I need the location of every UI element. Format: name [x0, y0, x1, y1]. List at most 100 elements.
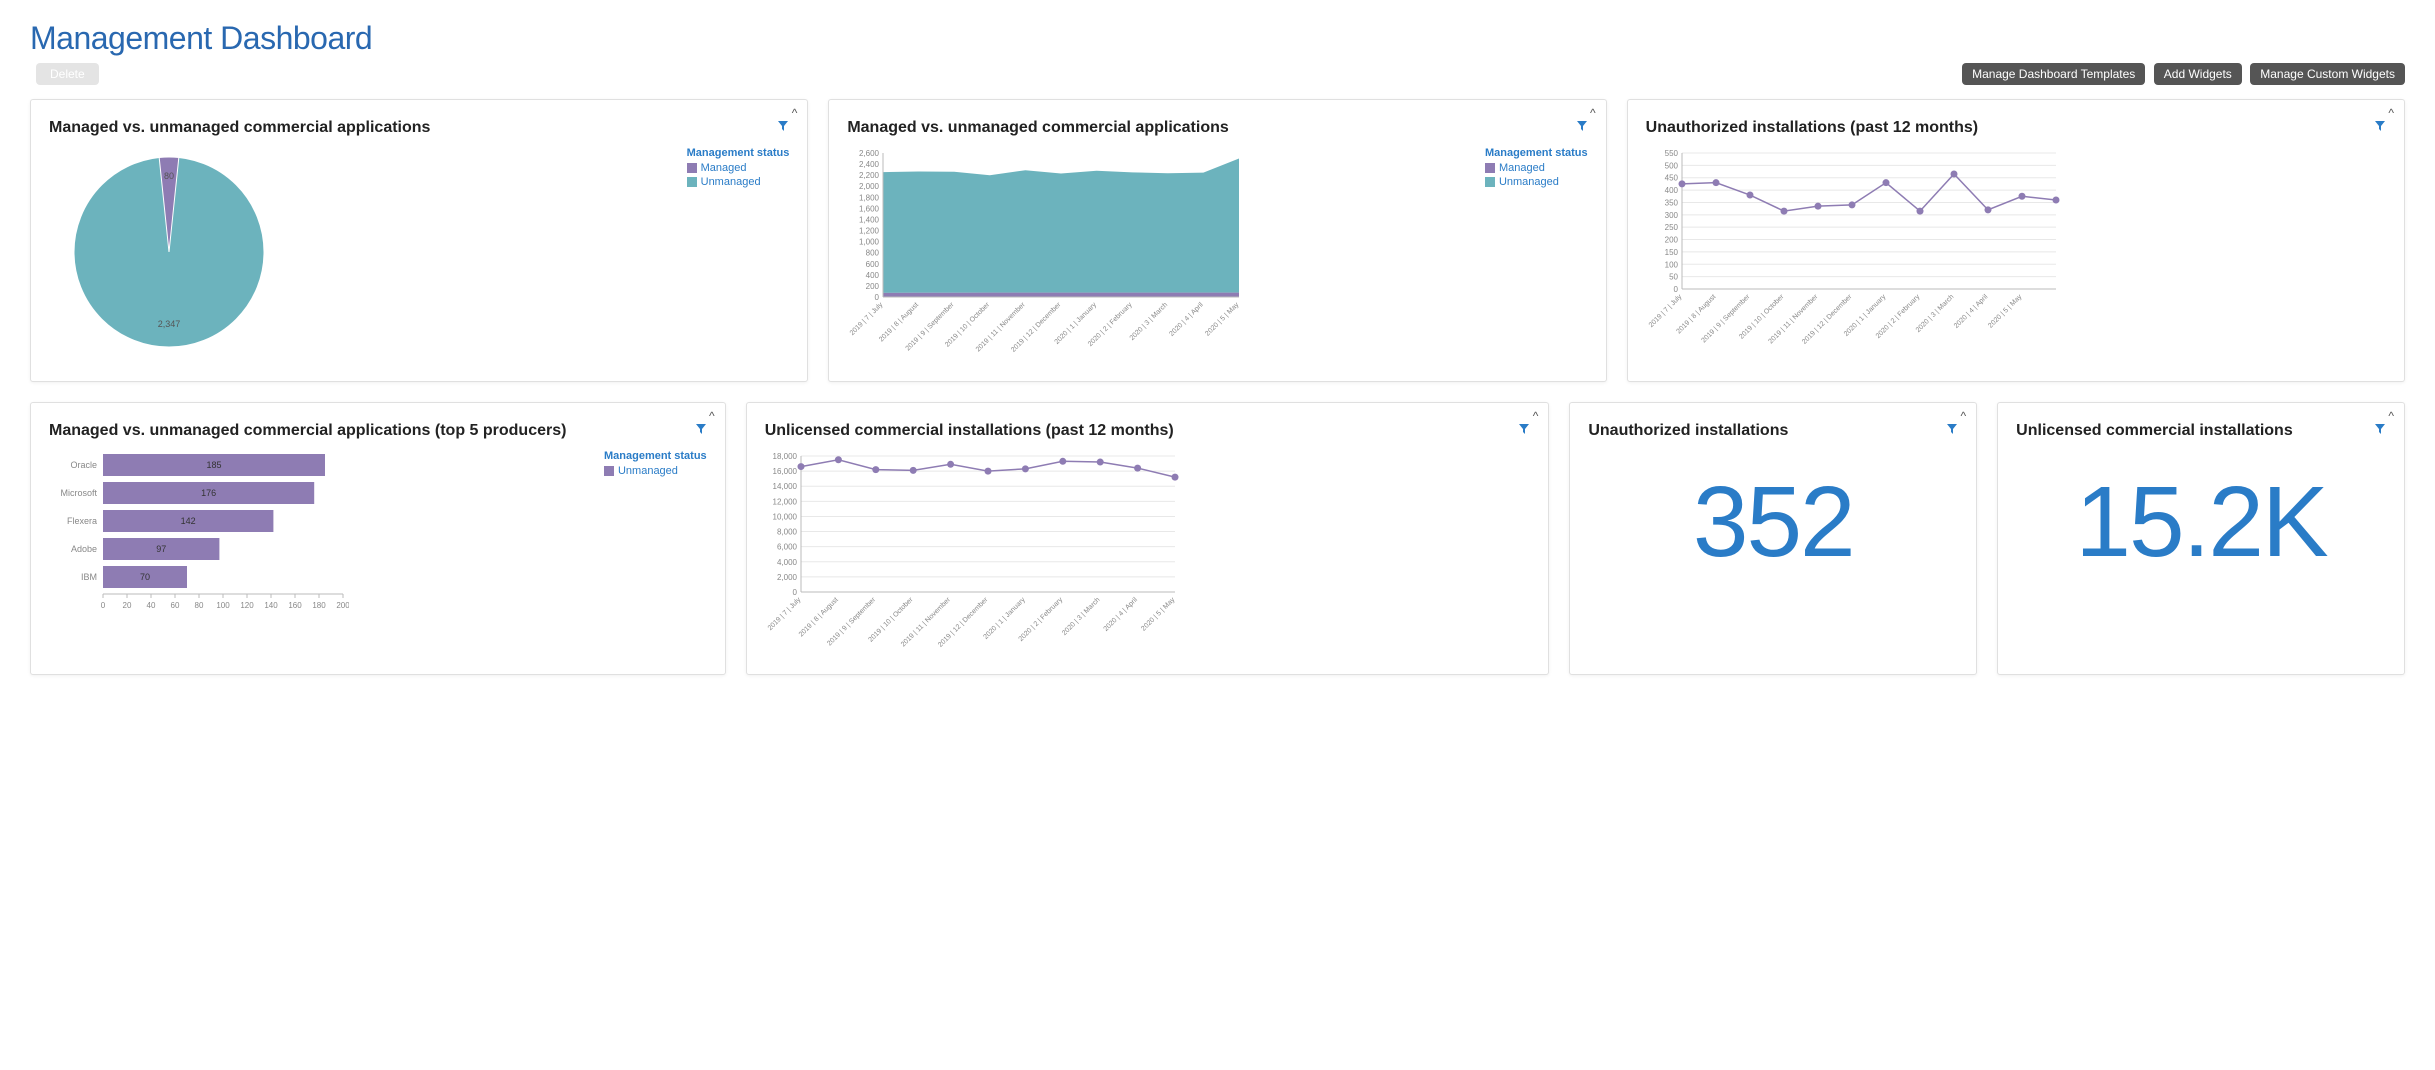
svg-text:160: 160	[288, 601, 302, 610]
collapse-icon[interactable]: ^	[709, 409, 715, 423]
add-widgets-button[interactable]: Add Widgets	[2154, 63, 2242, 85]
widget-title: Unlicensed commercial installations (pas…	[765, 421, 1515, 442]
widget-title: Unlicensed commercial installations	[2016, 421, 2370, 442]
svg-text:2,347: 2,347	[158, 319, 181, 329]
svg-text:1,200: 1,200	[859, 226, 880, 235]
svg-text:80: 80	[195, 601, 204, 610]
svg-text:6,000: 6,000	[777, 542, 798, 551]
svg-text:Adobe: Adobe	[71, 544, 97, 554]
svg-text:200: 200	[336, 601, 349, 610]
svg-text:100: 100	[1664, 260, 1678, 269]
chart-legend: Management status ManagedUnmanaged	[687, 147, 790, 190]
delete-button[interactable]: Delete	[36, 63, 99, 85]
svg-text:18,000: 18,000	[772, 452, 797, 461]
svg-text:400: 400	[866, 271, 880, 280]
legend-label: Managed	[1499, 162, 1545, 174]
svg-text:70: 70	[140, 572, 150, 582]
filter-icon[interactable]	[1576, 120, 1588, 132]
svg-text:12,000: 12,000	[772, 497, 797, 506]
svg-text:2020 | 5 | May: 2020 | 5 | May	[1987, 293, 2023, 329]
line-chart: 0501001502002503003504004505005502019 | …	[1646, 147, 2386, 357]
svg-text:1,000: 1,000	[859, 237, 880, 246]
svg-text:40: 40	[147, 601, 156, 610]
kpi-value: 352	[1588, 472, 1958, 572]
svg-text:2020 | 5 | May: 2020 | 5 | May	[1205, 301, 1241, 337]
svg-text:Microsoft: Microsoft	[60, 488, 97, 498]
filter-icon[interactable]	[1518, 423, 1530, 435]
card-line-unauthorized: ^ Unauthorized installations (past 12 mo…	[1627, 99, 2405, 382]
filter-icon[interactable]	[777, 120, 789, 132]
card-kpi-unlicensed: ^ Unlicensed commercial installations 15…	[1997, 402, 2405, 675]
svg-text:16,000: 16,000	[772, 467, 797, 476]
legend-item: Managed	[1485, 162, 1588, 174]
svg-text:200: 200	[1664, 235, 1678, 244]
svg-text:2,200: 2,200	[859, 171, 880, 180]
manage-templates-button[interactable]: Manage Dashboard Templates	[1962, 63, 2145, 85]
filter-icon[interactable]	[2374, 120, 2386, 132]
legend-title: Management status	[604, 450, 707, 462]
pie-chart: 802,347	[49, 147, 679, 357]
svg-text:2019 | 7 | July: 2019 | 7 | July	[849, 301, 885, 337]
collapse-icon[interactable]: ^	[1533, 409, 1539, 423]
widget-title: Unauthorized installations (past 12 mont…	[1646, 118, 2370, 139]
card-pie-managed-unmanaged: ^ Managed vs. unmanaged commercial appli…	[30, 99, 808, 382]
legend-title: Management status	[1485, 147, 1588, 159]
legend-item: Managed	[687, 162, 790, 174]
svg-text:0: 0	[875, 293, 880, 302]
svg-text:100: 100	[216, 601, 230, 610]
svg-text:Oracle: Oracle	[70, 460, 97, 470]
chart-legend: Management status Managed Unmanaged	[1485, 147, 1588, 190]
svg-text:0: 0	[792, 588, 797, 597]
svg-text:450: 450	[1664, 174, 1678, 183]
card-area-managed-unmanaged: ^ Managed vs. unmanaged commercial appli…	[828, 99, 1606, 382]
svg-text:150: 150	[1664, 248, 1678, 257]
svg-text:97: 97	[156, 544, 166, 554]
svg-text:142: 142	[181, 516, 196, 526]
svg-text:0: 0	[1673, 285, 1678, 294]
card-kpi-unauthorized: ^ Unauthorized installations 352	[1569, 402, 1977, 675]
legend-swatch	[1485, 163, 1495, 173]
line-chart: 02,0004,0006,0008,00010,00012,00014,0001…	[765, 450, 1531, 660]
svg-text:2,000: 2,000	[777, 572, 798, 581]
svg-text:300: 300	[1664, 211, 1678, 220]
svg-text:4,000: 4,000	[777, 557, 798, 566]
legend-swatch	[687, 163, 697, 173]
svg-text:500: 500	[1664, 161, 1678, 170]
collapse-icon[interactable]: ^	[1961, 409, 1967, 423]
svg-text:1,800: 1,800	[859, 193, 880, 202]
svg-text:350: 350	[1664, 198, 1678, 207]
legend-item: Unmanaged	[1485, 176, 1588, 188]
legend-title: Management status	[687, 147, 790, 159]
svg-text:140: 140	[264, 601, 278, 610]
filter-icon[interactable]	[1946, 423, 1958, 435]
svg-text:400: 400	[1664, 186, 1678, 195]
svg-text:120: 120	[240, 601, 254, 610]
svg-text:14,000: 14,000	[772, 482, 797, 491]
svg-text:50: 50	[1669, 272, 1678, 281]
svg-text:2,600: 2,600	[859, 149, 880, 158]
legend-label: Unmanaged	[618, 465, 678, 477]
svg-text:2020 | 5 | May: 2020 | 5 | May	[1140, 596, 1176, 632]
filter-icon[interactable]	[695, 423, 707, 435]
chart-legend: Management status Unmanaged	[604, 450, 707, 479]
legend-swatch	[604, 466, 614, 476]
svg-text:550: 550	[1664, 149, 1678, 158]
legend-swatch	[687, 177, 697, 187]
svg-text:800: 800	[866, 248, 880, 257]
collapse-icon[interactable]: ^	[1590, 106, 1596, 120]
svg-text:2020 | 4 | April: 2020 | 4 | April	[1169, 301, 1206, 338]
svg-text:0: 0	[101, 601, 106, 610]
svg-text:2019 | 7 | July: 2019 | 7 | July	[767, 596, 803, 632]
legend-label: Managed	[701, 162, 747, 174]
svg-text:180: 180	[312, 601, 326, 610]
svg-text:10,000: 10,000	[772, 512, 797, 521]
manage-custom-widgets-button[interactable]: Manage Custom Widgets	[2250, 63, 2405, 85]
filter-icon[interactable]	[2374, 423, 2386, 435]
svg-text:185: 185	[206, 460, 221, 470]
collapse-icon[interactable]: ^	[792, 106, 798, 120]
svg-text:1,400: 1,400	[859, 215, 880, 224]
collapse-icon[interactable]: ^	[2388, 106, 2394, 120]
kpi-value: 15.2K	[2016, 472, 2386, 572]
collapse-icon[interactable]: ^	[2388, 409, 2394, 423]
widget-title: Managed vs. unmanaged commercial applica…	[49, 421, 691, 442]
